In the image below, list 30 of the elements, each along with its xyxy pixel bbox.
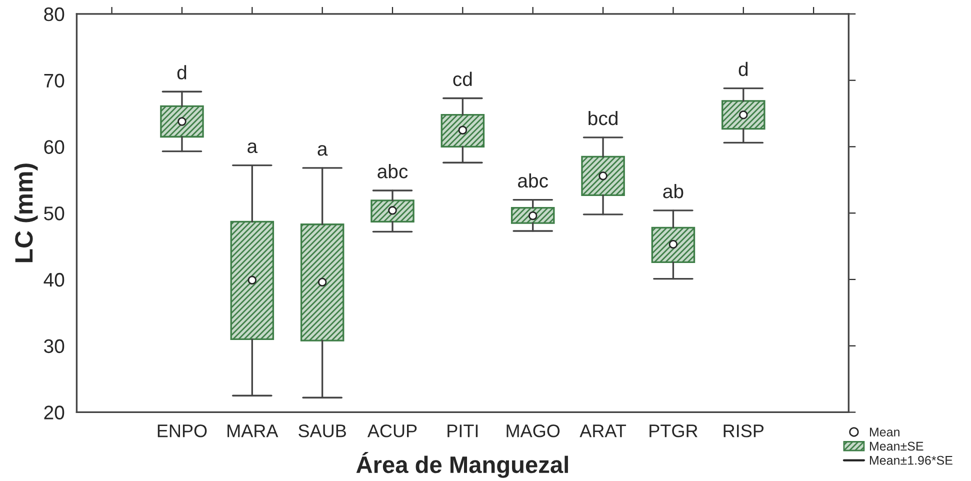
annotation: d bbox=[177, 65, 186, 80]
x-tick-label: ENPO bbox=[158, 424, 207, 438]
annotation: a bbox=[318, 145, 328, 156]
annotation: abc bbox=[378, 164, 408, 178]
x-tick-label: MARA bbox=[228, 424, 278, 438]
x-tick-label: PTGR bbox=[650, 424, 698, 438]
y-axis-title: LC (mm) bbox=[14, 164, 38, 262]
x-tick-label: PITI bbox=[448, 424, 478, 438]
y-tick-label: 40 bbox=[44, 272, 64, 287]
legend-label: Mean bbox=[870, 428, 900, 436]
annotation: ab bbox=[663, 184, 684, 198]
y-tick-label: 30 bbox=[44, 339, 64, 354]
x-tick-label: MAGO bbox=[506, 424, 560, 438]
annotation: cd bbox=[453, 72, 472, 86]
annotation: d bbox=[738, 62, 748, 76]
text: Mean±1.96*SE bbox=[870, 456, 952, 465]
annotation: abc bbox=[518, 173, 548, 188]
x-tick-label: SAUB bbox=[298, 424, 346, 438]
y-tick-label: 50 bbox=[44, 206, 64, 220]
annotation: a bbox=[248, 142, 258, 154]
y-tick-label: 60 bbox=[44, 140, 64, 154]
x-tick-label: ARAT bbox=[580, 424, 626, 438]
y-tick-label: 80 bbox=[44, 7, 64, 22]
x-tick-label: ACUP bbox=[367, 424, 417, 438]
legend-label: Mean±SE bbox=[870, 442, 924, 451]
x-axis-title: Área de Manguezal bbox=[356, 452, 568, 478]
annotation: bcd bbox=[588, 110, 618, 126]
x-tick-label: RISP bbox=[724, 424, 764, 438]
y-tick-label: 70 bbox=[44, 74, 64, 88]
y-tick-label: 20 bbox=[44, 406, 64, 420]
